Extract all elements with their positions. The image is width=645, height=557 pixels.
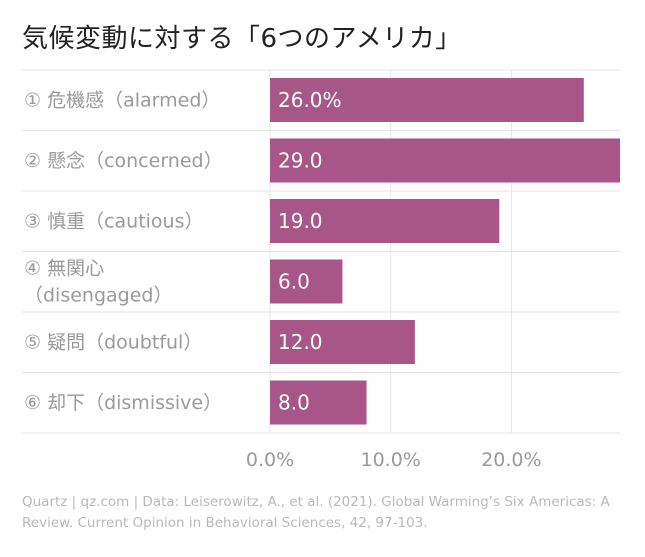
data-label: 8.0	[278, 391, 310, 415]
category-label: ④ 無関心	[24, 257, 104, 279]
bar-chart: 26.0% ① 危機感（alarmed） 29.0 ② 懸念（concerned） 19…	[22, 69, 620, 471]
x-tick-label: 0.0%	[246, 449, 294, 471]
chart-title: 気候変動に対する「6つのアメリカ」	[22, 24, 462, 54]
data-label: 12.0	[278, 330, 323, 354]
category-label: ⑥ 却下（dismissive）	[24, 392, 222, 414]
bar	[270, 320, 415, 364]
x-tick-label: 10.0%	[361, 449, 421, 471]
source-note: Quartz | qz.com | Data: Leiserowitz, A.,…	[22, 494, 610, 531]
bar	[270, 199, 500, 243]
category-label: （disengaged）	[24, 284, 172, 306]
category-label: ③ 慎重（cautious）	[24, 210, 204, 232]
data-label: 26.0%	[278, 88, 342, 112]
category-label: ② 懸念（concerned）	[24, 149, 223, 172]
data-label: 19.0	[278, 209, 323, 233]
bar	[270, 78, 584, 122]
category-label: ⑤ 疑問（doubtful）	[24, 331, 202, 353]
data-label: 6.0	[278, 270, 310, 294]
category-label: ① 危機感（alarmed）	[24, 89, 220, 111]
bar	[270, 380, 367, 425]
bar	[270, 138, 620, 183]
data-label: 29.0	[278, 149, 323, 173]
bar	[270, 259, 343, 304]
x-tick-label: 20.0%	[481, 449, 541, 471]
